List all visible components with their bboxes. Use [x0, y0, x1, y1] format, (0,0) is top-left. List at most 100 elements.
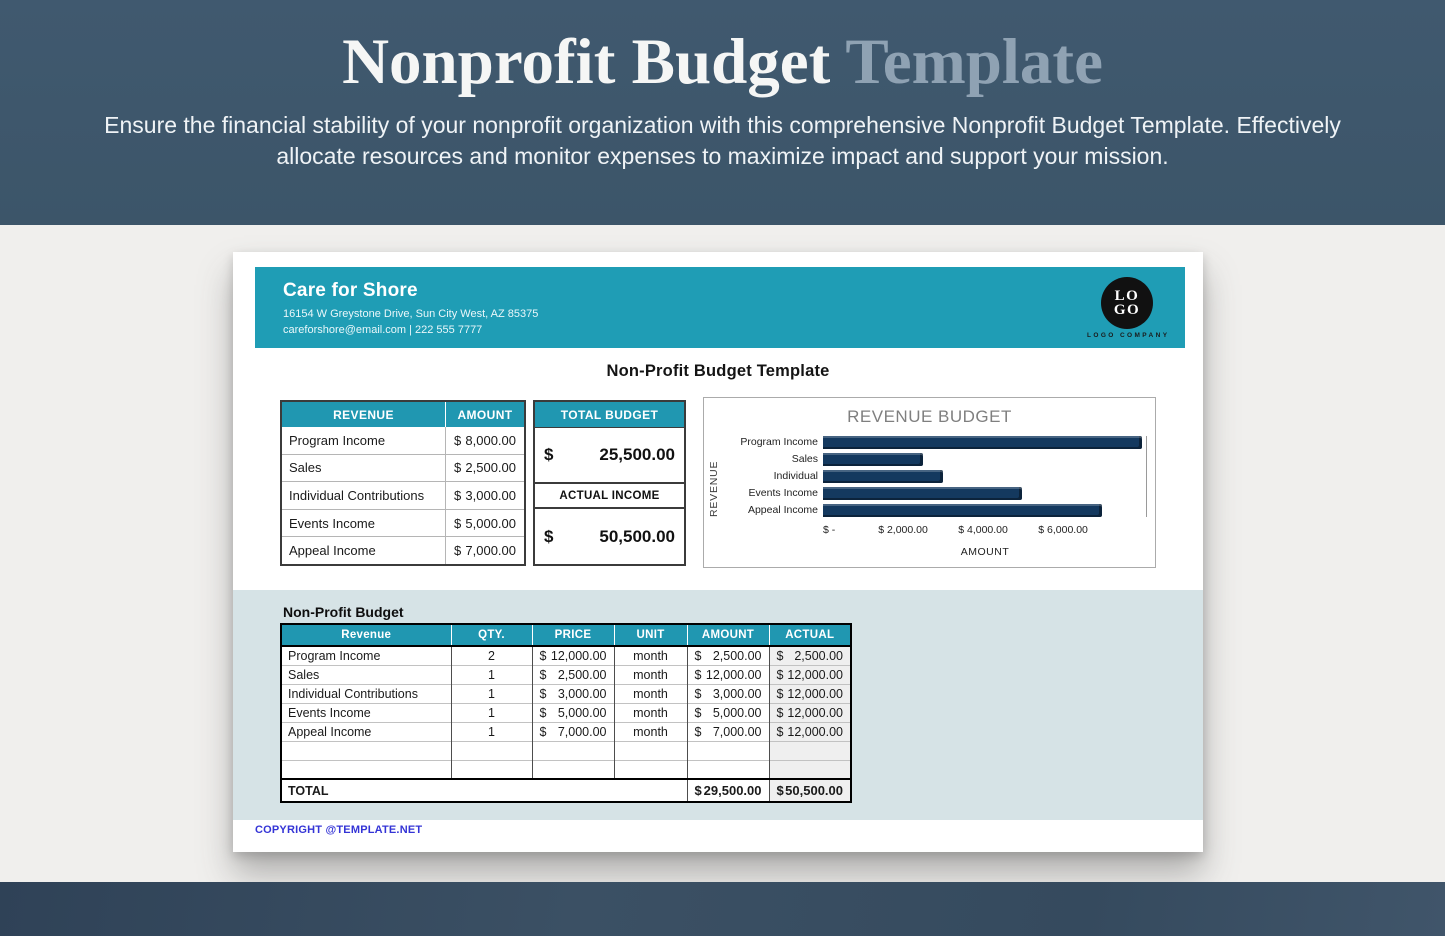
currency-symbol: $ [694, 667, 702, 682]
amount-cell: $5,000.00 [686, 702, 769, 722]
page-title: Nonprofit Budget Template [0, 28, 1445, 96]
budget-section-title: Non-Profit Budget [283, 604, 404, 620]
currency-symbol: $ [694, 724, 702, 739]
budget-detail-section: Non-Profit Budget Revenue QTY. PRICE UNI… [233, 590, 1203, 820]
revenue-summary-table: REVENUE AMOUNT Program Income $8,000.00 … [280, 400, 686, 566]
actual-cell: $2,500.00 [768, 646, 851, 665]
bar-individual [823, 470, 943, 483]
price-cell: $12,000.00 [531, 646, 614, 665]
table-row: Appeal Income 1 $7,000.00 month $7,000.0… [281, 721, 851, 741]
x-tick: $ 4,000.00 [958, 524, 1008, 536]
amount-cell: $3,000.00 [446, 482, 524, 509]
qty-cell: 1 [450, 664, 532, 684]
currency-symbol: $ [776, 705, 784, 720]
copyright-link[interactable]: COPYRIGHT @TEMPLATE.NET [255, 824, 423, 836]
unit-cell: month [613, 646, 687, 665]
price-value: 7,000.00 [557, 724, 607, 739]
currency-symbol: $ [454, 515, 462, 531]
revenue-label: Events Income [282, 509, 446, 537]
logo-text-line1: LO [1114, 287, 1140, 304]
column-header-revenue: REVENUE [282, 402, 446, 427]
nonprofit-budget-table: Revenue QTY. PRICE UNIT AMOUNT ACTUAL Pr… [280, 623, 852, 803]
page-title-accent: Template [845, 26, 1103, 98]
total-budget-value: 25,500.00 [599, 445, 675, 464]
empty-cell [281, 740, 451, 760]
currency-symbol: $ [539, 724, 547, 739]
qty-cell: 1 [450, 683, 532, 703]
column-header-amount: AMOUNT [457, 407, 513, 422]
currency-symbol: $ [454, 432, 462, 448]
currency-symbol: $ [454, 460, 462, 476]
company-contact: careforshore@email.com | 222 555 7777 [283, 324, 483, 336]
bar-sales [823, 453, 923, 466]
revenue-cell: Program Income [288, 648, 381, 663]
price-cell: $3,000.00 [531, 683, 614, 703]
empty-row [281, 740, 851, 760]
amount-value: 3,000.00 [712, 686, 762, 701]
total-actual-cell: $50,500.00 [768, 778, 851, 802]
table-row: Appeal Income $7,000.00 [282, 536, 524, 564]
chart-y-axis-label: REVENUE [708, 460, 720, 517]
amount-cell: $8,000.00 [446, 427, 524, 454]
table-row: Sales 1 $2,500.00 month $12,000.00 $12,0… [281, 664, 851, 684]
amount-value: 2,500.00 [712, 648, 762, 663]
amount-value: 5,000.00 [712, 705, 762, 720]
revenue-cell: Individual Contributions [281, 683, 451, 703]
empty-cell [531, 740, 614, 760]
empty-cell [686, 740, 769, 760]
total-actual-value: 50,500.00 [785, 783, 843, 798]
currency-symbol: $ [539, 705, 547, 720]
amount-cell: $7,000.00 [446, 537, 524, 564]
bar-events-income [823, 487, 1023, 500]
unit-cell: month [613, 664, 687, 684]
empty-cell [613, 759, 687, 779]
price-value: 3,000.00 [557, 686, 607, 701]
empty-cell [613, 740, 687, 760]
table-body: Program Income $8,000.00 Sales $2,500.00… [282, 427, 524, 564]
table-body: Program Income 2 $12,000.00 month $2,500… [281, 646, 851, 802]
price-cell: $2,500.00 [531, 664, 614, 684]
currency-symbol: $ [776, 686, 784, 701]
unit-cell: month [613, 721, 687, 741]
actual-value: 12,000.00 [787, 724, 843, 739]
currency-symbol: $ [776, 667, 784, 682]
chart-x-axis-label: AMOUNT [960, 546, 1010, 558]
empty-cell [450, 740, 532, 760]
total-row: TOTAL $29,500.00 $50,500.00 [281, 778, 851, 802]
price-cell: $5,000.00 [531, 702, 614, 722]
category-label: Events Income [748, 487, 818, 499]
currency-symbol: $ [454, 487, 462, 503]
amount-cell: $5,000.00 [446, 510, 524, 537]
document-preview-card: Care for Shore 16154 W Greystone Drive, … [233, 252, 1203, 852]
company-info: Care for Shore 16154 W Greystone Drive, … [255, 267, 538, 336]
category-label: Program Income [740, 436, 818, 448]
column-header-revenue: Revenue [281, 624, 451, 646]
column-header-qty: QTY. [450, 624, 532, 646]
x-tick: $ 6,000.00 [1038, 524, 1088, 536]
currency-symbol: $ [539, 686, 547, 701]
revenue-amount-table: REVENUE AMOUNT Program Income $8,000.00 … [280, 400, 526, 566]
revenue-cell: Appeal Income [281, 721, 451, 741]
currency-symbol: $ [544, 526, 554, 546]
actual-cell: $12,000.00 [768, 664, 851, 684]
currency-symbol: $ [544, 445, 554, 464]
company-logo: LO GO LOGO COMPANY [1087, 277, 1167, 339]
bar-program-income [823, 436, 1143, 449]
currency-symbol: $ [694, 686, 702, 701]
price-cell: $7,000.00 [531, 721, 614, 741]
x-tick: $ 2,000.00 [878, 524, 928, 536]
amount-value: 3,000.00 [465, 487, 516, 503]
amount-value: 7,000.00 [465, 543, 516, 559]
chart-bars [823, 436, 1147, 517]
currency-symbol: $ [776, 783, 784, 798]
empty-cell [768, 740, 851, 760]
footer-band [0, 882, 1445, 936]
currency-symbol: $ [694, 705, 702, 720]
amount-value: 12,000.00 [705, 667, 762, 682]
amount-cell: $3,000.00 [686, 683, 769, 703]
total-amount-value: 29,500.00 [703, 783, 762, 798]
revenue-label: Appeal Income [282, 537, 446, 564]
page-subtitle: Ensure the financial stability of your n… [104, 112, 1341, 169]
empty-cell [686, 759, 769, 779]
